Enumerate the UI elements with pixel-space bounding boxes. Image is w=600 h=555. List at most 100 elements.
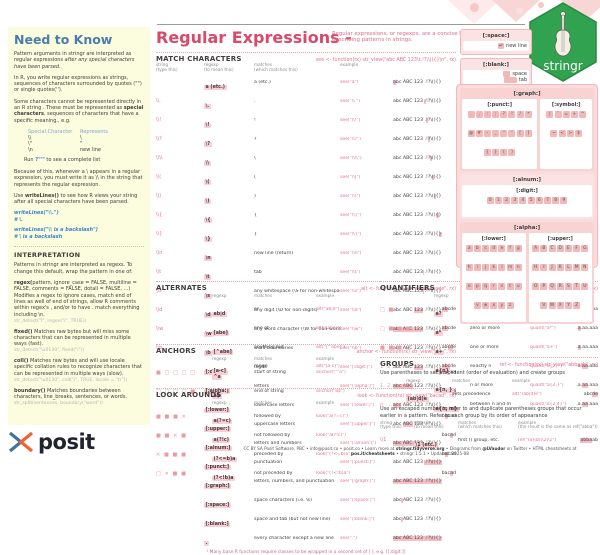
regexp-cell: \\ (204, 161, 211, 166)
table-row: \\{ \{ { see("\\{") abc ABC 123 .!?\(){} (156, 206, 456, 225)
regexp-cell: a (etc.) (204, 85, 227, 90)
matches-cell: one of (254, 326, 269, 331)
char-chip: + (570, 110, 578, 118)
char-chip: ! (508, 110, 516, 118)
table-row: ■ ■ ■ □ a+ one or more quant("a+") .a.aa… (380, 338, 598, 357)
example-call-cell: alt("ab|d") (316, 307, 340, 312)
special-character-table: Special Character Represents \\ \ \" " \n new … (28, 129, 144, 153)
table-row: [:blank:] space and tab (but not new lin… (156, 510, 456, 529)
ntk-paragraph: In R, you write regular expressions as s… (14, 74, 142, 94)
table-row: a (etc.) a (etc.) see("a") abc ABC 123 .… (156, 73, 456, 92)
matches-cell: preceded by (254, 452, 284, 457)
section-heading: LOOK AROUNDS (156, 391, 222, 399)
punct-class-label: [:punct:] (487, 102, 513, 108)
regex-diagram-icon: □ ■ ■ ■ (380, 325, 412, 332)
char-chip: - (483, 129, 491, 137)
example-call-cell: see("\\n") (340, 251, 362, 256)
ntk-paragraph: Because of this, whenever a \ appears in… (14, 168, 143, 188)
digit-class-label: [:digit:] (516, 188, 538, 194)
matches-cell: letters and numbers (254, 441, 302, 446)
regexp-cell: [:alpha:] (204, 389, 231, 394)
char-chip: # (475, 129, 483, 137)
writelines-example-1: writeLines("\\.") # \. (14, 210, 59, 223)
char-chip: A (532, 244, 540, 252)
footer-twitter-handle[interactable]: @LVaudor (482, 446, 506, 451)
table-row: \\w \w any word character (\W for non-wo… (156, 320, 456, 339)
example-call-cell: see("\\}") (340, 232, 362, 237)
char-chip: @ (467, 129, 475, 137)
char-chip: I (540, 263, 548, 271)
table-row: \\s \s any whitespace (\S for non-whites… (156, 282, 456, 301)
table-row: \\1 \1 (etc.) first () group, etc. ref("… (380, 431, 598, 450)
column-header: matches (which matches this) (254, 62, 298, 72)
table-row: [:upper:] uppercase letters see("[:upper… (156, 415, 456, 434)
regexp-cell: a{n} (434, 369, 451, 374)
regexp-cell: ^a (212, 375, 223, 380)
example-result-cell: abc ABC 123 .!?\(){} (393, 156, 442, 161)
char-chip: t (506, 282, 514, 290)
interpretation-item: coll() Matches raw bytes and will use lo… (14, 358, 144, 384)
matches-cell: any digit (\D for non-digits) (254, 308, 318, 313)
violin-icon (554, 11, 572, 57)
regexp-cell: a(?=c) (212, 419, 233, 424)
regex-diagram-icon: 1 2 … n + (380, 382, 416, 389)
char-chip: y (498, 301, 506, 309)
need-to-know-panel: Need to Know Pattern arguments in string… (8, 27, 150, 425)
example-result-cell: abcde (441, 364, 456, 369)
footer-stringr-link[interactable]: stringr.tidyverse.org (395, 446, 445, 451)
example-call-cell: quant("a*") (530, 326, 556, 331)
example-call-cell: see("\\b") (340, 346, 362, 351)
example-call-cell: see("[:lower:]") (340, 403, 375, 408)
matches-cell: space and tab (but not new line) (254, 517, 331, 522)
logo-label: stringr (543, 59, 582, 73)
symbol-class-box: [:symbol:] | ` = + ^ ~ < > $ (540, 99, 592, 169)
matches-cell: tab (254, 270, 262, 275)
table-row: . every character except a new line see(… (156, 529, 456, 548)
footer-email-link[interactable]: info@posit.co (309, 446, 339, 451)
writelines-example-2: writeLines("\\ is a backslash") # \ is a … (14, 227, 98, 240)
regexp-cell: [:blank:] (204, 522, 231, 527)
char-chip: q (482, 282, 490, 290)
example-call-cell: see("\\d") (340, 308, 362, 313)
footer-cheatsheets-link[interactable]: pos.it/cheatsheets (351, 451, 395, 457)
footer-site-link[interactable]: posit.co (343, 446, 360, 451)
column-header: example (512, 378, 531, 384)
char-chip: X (556, 301, 564, 309)
regexp-cell: a? (434, 312, 444, 317)
table-row: \\b \b word boundaries see("\\b") abc AB… (156, 339, 456, 358)
table-row: 1 2 … n a{n} exactly n quant("a{2}") .a.… (380, 357, 598, 376)
char-chip: f (506, 244, 514, 252)
column-header: regexp (212, 399, 227, 405)
matches-cell: sets precedence (452, 392, 491, 398)
regexp-cell: a* (434, 331, 443, 336)
char-chip: < (558, 129, 566, 137)
graph-class-box: [:graph:] [:punct:] .,:;?! / * @ # - _ " '[] {}()… (460, 88, 594, 171)
regex-diagram-icon: ✕ ■ ■ ■ (156, 451, 187, 458)
matches-cell: end of string (254, 389, 284, 394)
match-characters-section: MATCH CHARACTERS see <- function(rx) str… (156, 52, 456, 555)
example-result-cell: bacad (441, 414, 456, 419)
char-chip: W (548, 301, 556, 309)
char-chip: o (465, 282, 473, 290)
table-row: \\t \t tab see("\\t") abc ABC 123 .!?\()… (156, 263, 456, 282)
matches-cell: new line (return) (254, 251, 294, 256)
table-row: [abe] one of alt("[abe]") abcde (156, 319, 456, 338)
string-cell: \\) (156, 194, 162, 199)
matches-cell: \ (254, 156, 256, 161)
regex-diagram-icon: ■ □ □ □ □ (156, 369, 197, 376)
regexp-cell: [:alnum:] (204, 446, 232, 451)
regexp-cell: (?<=b)a (212, 457, 237, 462)
char-chip: S (564, 282, 572, 290)
ntk-paragraph: Pattern arguments in stringr are interpr… (14, 51, 135, 70)
match-footnote: ¹ Many base R functions require classes … (206, 550, 406, 555)
example-call-cell: alt("[a-c]") (316, 364, 340, 369)
char-chip: ~ (550, 129, 558, 137)
matches-cell: between n and m (470, 402, 512, 407)
char-chip: m (506, 263, 514, 271)
column-header: matches (452, 378, 471, 384)
char-chip: > (566, 129, 574, 137)
example-result-cell: abc ABC 123 .!?\(){} (393, 137, 442, 142)
example-result-cell: abc ABC 123 .!?\(){} (393, 118, 442, 123)
example-call-cell: alt("[abe]") (316, 326, 342, 331)
matches-cell: { (254, 213, 257, 218)
